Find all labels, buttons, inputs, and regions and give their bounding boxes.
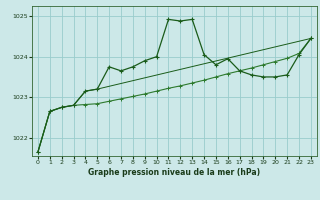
X-axis label: Graphe pression niveau de la mer (hPa): Graphe pression niveau de la mer (hPa) [88, 168, 260, 177]
